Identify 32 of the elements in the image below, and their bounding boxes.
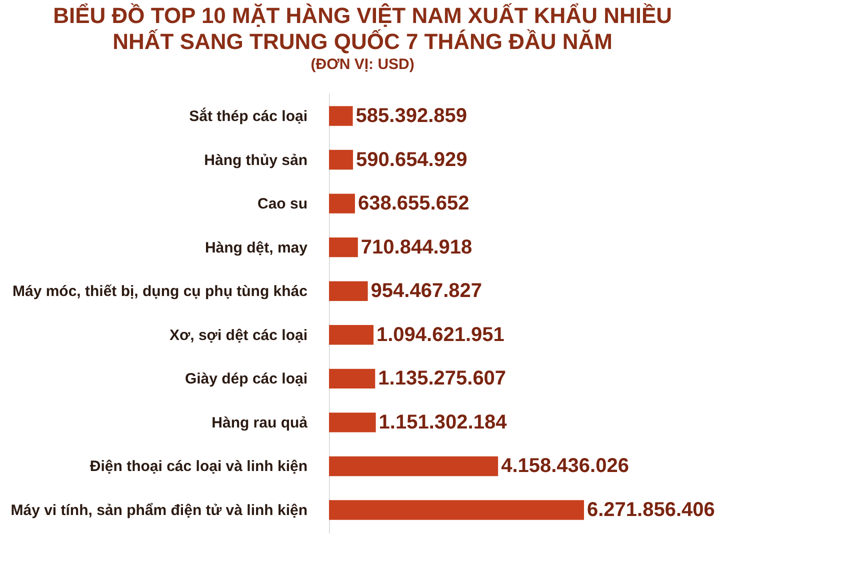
y-tick-label: Hàng rau quả — [212, 414, 308, 432]
y-tick-label: Sắt thép các loại — [189, 106, 308, 125]
y-tick-label: Máy móc, thiết bị, dụng cụ phụ tùng khác — [12, 283, 308, 300]
y-tick-label: Hàng dệt, may — [204, 239, 308, 256]
data-label: 638.655.652 — [358, 192, 470, 215]
bar — [329, 412, 376, 432]
y-tick-label: Hàng thủy sản — [204, 152, 308, 169]
bar — [329, 500, 584, 520]
bar — [329, 237, 358, 258]
y-tick-label: Điện thoại các loại và linh kiện — [90, 458, 308, 476]
bar — [329, 456, 498, 476]
y-tick-label: Giày dép các loại — [184, 370, 308, 388]
y-tick-label: Xơ, sợi dệt các loại — [169, 326, 308, 344]
data-label: 585.392.859 — [356, 104, 468, 127]
data-label: 1.151.302.184 — [378, 411, 508, 434]
chart-subtitle: (ĐƠN VỊ: USD) — [310, 56, 414, 73]
data-label: 6.271.856.406 — [587, 499, 715, 522]
chart-title: BIỂU ĐỒ TOP 10 MẶT HÀNG VIỆT NAM XUẤT KHẨU NHIỀU NHẤT SANG TRUNG QUỐC 7 THÁNG ĐẦU NĂM — [53, 3, 672, 54]
data-label: 1.094.621.951 — [376, 324, 504, 346]
data-label: 710.844.918 — [360, 236, 472, 258]
data-label: 954.467.827 — [370, 280, 482, 302]
y-tick-label: Cao su — [257, 196, 308, 213]
bar — [329, 281, 368, 301]
data-label: 590.654.929 — [356, 148, 468, 171]
y-tick-label: Máy vi tính, sản phẩm điện tử và linh kiện — [10, 502, 308, 520]
bar — [329, 106, 353, 126]
bar — [329, 325, 374, 345]
data-label: 1.135.275.607 — [378, 368, 506, 390]
bar — [329, 194, 355, 214]
bar — [329, 150, 354, 170]
bar — [329, 368, 376, 389]
data-label: 4.158.436.026 — [501, 455, 629, 478]
